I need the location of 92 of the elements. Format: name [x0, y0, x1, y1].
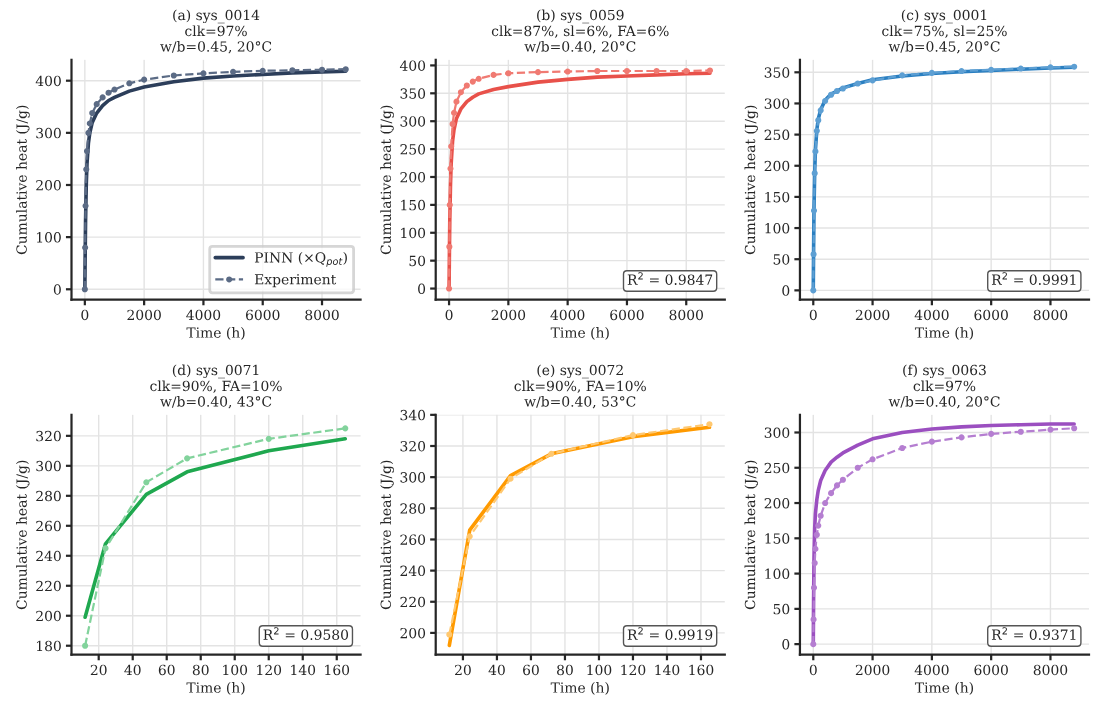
point [869, 77, 876, 84]
point [1071, 425, 1078, 432]
point [828, 91, 835, 98]
point [812, 545, 819, 552]
point [111, 86, 118, 93]
point [534, 69, 542, 76]
point [457, 89, 464, 96]
point [446, 201, 453, 208]
point [564, 68, 571, 75]
point [811, 170, 818, 177]
point [85, 129, 92, 136]
point [86, 120, 93, 127]
point [958, 434, 965, 441]
point [466, 533, 473, 540]
point [342, 66, 349, 73]
point [469, 78, 476, 85]
line-series [83, 437, 348, 620]
point [854, 80, 861, 87]
point [828, 490, 835, 497]
point [93, 101, 100, 108]
point [833, 482, 841, 489]
point [105, 89, 112, 96]
point [507, 475, 514, 482]
point [813, 127, 820, 134]
point [810, 251, 817, 258]
point [811, 559, 818, 567]
point [184, 455, 191, 462]
point [81, 286, 88, 293]
point [490, 71, 497, 78]
point [450, 109, 458, 116]
point [548, 450, 555, 457]
point [1047, 64, 1054, 71]
point [83, 166, 90, 173]
point [988, 430, 995, 437]
point [453, 98, 460, 105]
point [928, 438, 935, 445]
point [1017, 65, 1024, 72]
point [594, 67, 601, 75]
point [505, 70, 512, 77]
point [629, 432, 637, 439]
point [1017, 428, 1024, 435]
point [259, 67, 266, 74]
point [813, 531, 820, 538]
point [958, 68, 965, 75]
point [815, 522, 822, 529]
point [89, 109, 96, 117]
point [869, 456, 876, 463]
point [265, 435, 272, 442]
point [446, 243, 453, 250]
point [812, 148, 819, 155]
point [170, 72, 177, 79]
point [988, 66, 995, 73]
point [706, 67, 714, 74]
point [822, 499, 829, 507]
point [653, 67, 660, 75]
point [449, 120, 456, 128]
point [143, 479, 150, 486]
point [815, 117, 822, 124]
point [899, 72, 906, 79]
point [839, 85, 846, 92]
point [810, 616, 817, 623]
point [839, 476, 846, 483]
point [706, 421, 713, 428]
point [82, 642, 89, 649]
point [817, 107, 824, 114]
point [928, 69, 935, 76]
point [1071, 63, 1078, 70]
point [82, 202, 89, 209]
point [318, 66, 326, 73]
point [810, 584, 818, 591]
point [82, 244, 89, 251]
point [463, 82, 470, 89]
point [141, 76, 148, 83]
point [102, 545, 109, 552]
point [446, 631, 453, 638]
point [475, 75, 482, 82]
point [1047, 426, 1054, 433]
point [448, 143, 455, 150]
point [822, 97, 829, 105]
point [810, 287, 817, 294]
point [230, 68, 237, 75]
point [126, 80, 133, 87]
point [447, 165, 454, 172]
point [446, 285, 453, 292]
point [810, 641, 817, 648]
point [342, 425, 349, 432]
point [817, 512, 824, 519]
point [99, 94, 106, 101]
point [289, 67, 296, 74]
point [854, 464, 861, 471]
point [899, 444, 906, 452]
point [200, 70, 207, 77]
